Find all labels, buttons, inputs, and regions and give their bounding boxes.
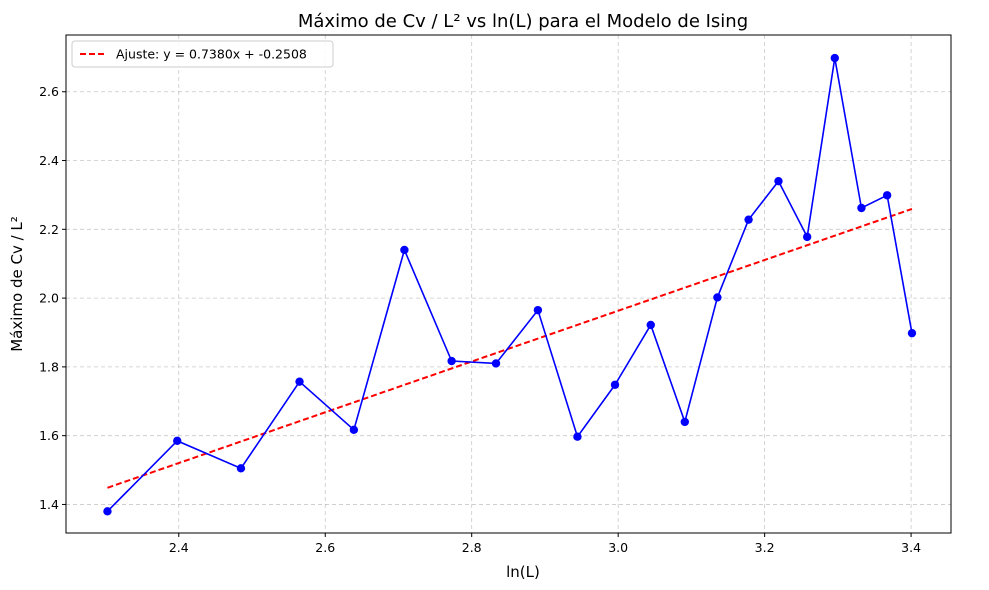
data-point (400, 245, 409, 255)
data-point (447, 356, 456, 366)
data-point (802, 232, 812, 242)
data-point (882, 191, 892, 200)
data-point (349, 425, 359, 435)
legend-fit-label: Ajuste: y = 0.7380x + -0.2508 (116, 47, 307, 62)
data-point (646, 320, 655, 330)
x-tick-label: 3.0 (608, 540, 628, 555)
y-axis-ticks: 1.4 1.6 1.8 2.0 2.2 2.4 2.6 (39, 84, 66, 512)
y-tick-label: 1.6 (39, 428, 59, 443)
y-tick-label: 1.8 (39, 359, 59, 374)
legend: Ajuste: y = 0.7380x + -0.2508 (71, 40, 334, 68)
data-point (295, 377, 304, 386)
x-tick-label: 2.8 (462, 540, 482, 555)
data-point (907, 328, 917, 338)
legend-box (71, 40, 334, 68)
data-point (573, 432, 582, 441)
y-tick-label: 1.4 (39, 497, 59, 512)
data-point (680, 417, 690, 427)
data-point (236, 464, 246, 473)
data-point (491, 359, 501, 368)
chart-title: Máximo de Cv / L² vs ln(L) para el Model… (298, 11, 748, 32)
y-tick-label: 2.2 (39, 222, 59, 237)
x-tick-label: 2.6 (315, 540, 335, 555)
series-layer (103, 53, 917, 516)
grid (66, 35, 951, 533)
data-point (744, 215, 753, 224)
data-point (610, 380, 620, 389)
plot-frame (65, 34, 952, 534)
x-tick-label: 2.4 (169, 540, 189, 555)
data-point (830, 53, 839, 63)
data-point (857, 203, 866, 213)
data-point (103, 507, 112, 516)
data-point (713, 293, 722, 302)
data-point (173, 436, 182, 446)
x-tick-label: 3.4 (901, 540, 921, 555)
data-point (533, 305, 543, 315)
y-tick-label: 2.6 (39, 84, 59, 99)
x-axis-label: ln(L) (506, 563, 540, 581)
x-tick-label: 3.2 (755, 540, 775, 555)
x-axis-ticks: 2.4 2.6 2.8 3.0 3.2 3.4 (169, 533, 921, 555)
fit-line (107, 207, 913, 489)
y-axis-label: Máximo de Cv / L² (8, 216, 26, 352)
y-tick-label: 2.4 (39, 153, 59, 168)
data-point (774, 176, 783, 186)
y-tick-label: 2.0 (39, 291, 59, 306)
